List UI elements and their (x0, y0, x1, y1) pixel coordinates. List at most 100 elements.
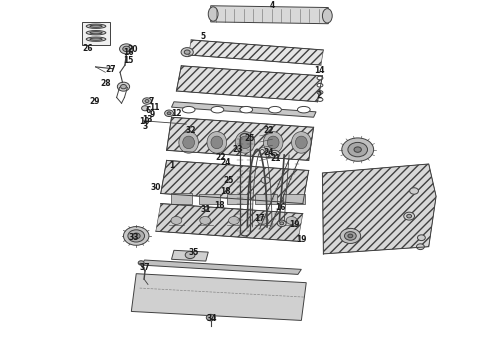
Polygon shape (171, 193, 192, 203)
Ellipse shape (122, 46, 130, 51)
Polygon shape (227, 194, 248, 204)
Ellipse shape (240, 107, 253, 113)
Ellipse shape (90, 38, 102, 40)
Polygon shape (156, 203, 303, 241)
Text: 4: 4 (270, 1, 274, 10)
Ellipse shape (181, 48, 193, 57)
Polygon shape (199, 194, 221, 204)
Text: 25: 25 (245, 134, 255, 143)
Polygon shape (82, 22, 110, 45)
Ellipse shape (235, 132, 255, 153)
Ellipse shape (264, 132, 283, 153)
Text: 37: 37 (140, 264, 150, 273)
Ellipse shape (86, 37, 106, 41)
Text: 14: 14 (314, 66, 325, 75)
Text: 24: 24 (263, 148, 274, 157)
Text: 10: 10 (139, 117, 150, 126)
Ellipse shape (200, 216, 211, 224)
Ellipse shape (344, 231, 356, 240)
Polygon shape (172, 250, 208, 261)
Ellipse shape (269, 150, 280, 158)
Text: 20: 20 (127, 45, 138, 54)
Ellipse shape (354, 147, 362, 152)
Ellipse shape (268, 136, 279, 149)
Text: 21: 21 (270, 154, 281, 163)
Text: 22: 22 (263, 126, 274, 135)
Ellipse shape (121, 85, 126, 89)
Ellipse shape (206, 314, 215, 321)
Ellipse shape (145, 100, 149, 103)
Text: 28: 28 (100, 79, 111, 88)
Ellipse shape (86, 31, 106, 35)
Ellipse shape (211, 136, 222, 149)
Polygon shape (172, 102, 316, 117)
Text: 18: 18 (214, 201, 225, 210)
Text: 31: 31 (200, 205, 211, 214)
Ellipse shape (90, 32, 102, 34)
Ellipse shape (182, 107, 195, 113)
Ellipse shape (183, 126, 194, 134)
Ellipse shape (183, 136, 195, 149)
Ellipse shape (132, 233, 140, 239)
Ellipse shape (143, 98, 151, 104)
Text: 19: 19 (296, 235, 307, 244)
Text: 7: 7 (148, 97, 153, 106)
Ellipse shape (138, 261, 144, 265)
Text: 2: 2 (317, 91, 322, 100)
Text: 25: 25 (223, 176, 234, 185)
Text: 5: 5 (201, 32, 206, 41)
Ellipse shape (295, 136, 307, 149)
Text: 22: 22 (215, 153, 226, 162)
Polygon shape (167, 117, 314, 161)
Ellipse shape (90, 25, 102, 27)
Text: 26: 26 (82, 44, 93, 53)
Text: 35: 35 (189, 248, 199, 257)
Polygon shape (322, 164, 436, 254)
Text: 13: 13 (142, 115, 153, 124)
Ellipse shape (142, 106, 148, 111)
Ellipse shape (123, 226, 149, 245)
Text: 12: 12 (171, 109, 182, 118)
Ellipse shape (404, 212, 415, 220)
Text: 1: 1 (169, 161, 174, 170)
Text: 34: 34 (206, 314, 217, 323)
Ellipse shape (280, 222, 284, 225)
Ellipse shape (417, 235, 425, 240)
Ellipse shape (208, 7, 218, 21)
Polygon shape (176, 66, 322, 102)
Ellipse shape (340, 228, 361, 243)
Ellipse shape (261, 177, 270, 183)
Ellipse shape (257, 216, 268, 224)
Text: 24: 24 (220, 158, 231, 167)
Polygon shape (189, 40, 323, 65)
Text: 23: 23 (232, 145, 243, 154)
Ellipse shape (128, 230, 145, 242)
Ellipse shape (179, 132, 198, 153)
Polygon shape (161, 161, 309, 203)
Polygon shape (131, 274, 306, 320)
Text: 11: 11 (149, 103, 160, 112)
Ellipse shape (272, 153, 277, 156)
Ellipse shape (167, 112, 171, 115)
Ellipse shape (120, 44, 133, 54)
Ellipse shape (184, 50, 190, 54)
Text: 16: 16 (123, 48, 134, 57)
Text: 18: 18 (220, 187, 231, 196)
Ellipse shape (277, 220, 286, 226)
Text: 27: 27 (105, 65, 116, 74)
Ellipse shape (348, 143, 368, 157)
Ellipse shape (317, 91, 323, 94)
Ellipse shape (317, 98, 323, 102)
Ellipse shape (118, 82, 129, 91)
Ellipse shape (317, 76, 323, 80)
Text: 29: 29 (90, 97, 100, 106)
Ellipse shape (269, 107, 281, 113)
Text: 3: 3 (143, 122, 148, 131)
Text: 17: 17 (254, 214, 265, 223)
Ellipse shape (317, 84, 323, 87)
Ellipse shape (207, 132, 226, 153)
Polygon shape (141, 260, 301, 274)
Text: 30: 30 (150, 183, 161, 192)
Text: 15: 15 (123, 56, 134, 65)
Ellipse shape (342, 138, 374, 161)
